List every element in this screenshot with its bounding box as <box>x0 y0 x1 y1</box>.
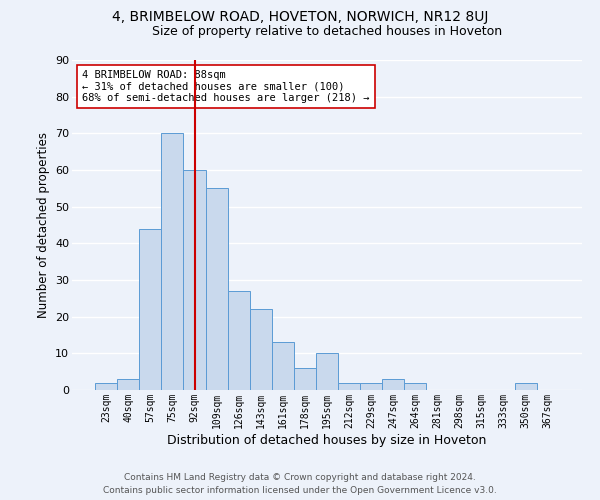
Bar <box>316 354 338 390</box>
X-axis label: Distribution of detached houses by size in Hoveton: Distribution of detached houses by size … <box>167 434 487 446</box>
Bar <box>294 368 316 390</box>
Title: Size of property relative to detached houses in Hoveton: Size of property relative to detached ho… <box>152 25 502 38</box>
Bar <box>515 382 537 390</box>
Text: 4 BRIMBELOW ROAD: 88sqm
← 31% of detached houses are smaller (100)
68% of semi-d: 4 BRIMBELOW ROAD: 88sqm ← 31% of detache… <box>82 70 370 103</box>
Bar <box>117 379 139 390</box>
Bar <box>272 342 294 390</box>
Bar <box>250 310 272 390</box>
Bar <box>95 382 117 390</box>
Bar <box>338 382 360 390</box>
Text: 4, BRIMBELOW ROAD, HOVETON, NORWICH, NR12 8UJ: 4, BRIMBELOW ROAD, HOVETON, NORWICH, NR1… <box>112 10 488 24</box>
Text: Contains HM Land Registry data © Crown copyright and database right 2024.
Contai: Contains HM Land Registry data © Crown c… <box>103 474 497 495</box>
Bar <box>404 382 427 390</box>
Bar <box>161 134 184 390</box>
Bar <box>360 382 382 390</box>
Bar <box>382 379 404 390</box>
Bar <box>184 170 206 390</box>
Bar <box>227 291 250 390</box>
Bar <box>139 228 161 390</box>
Bar <box>206 188 227 390</box>
Y-axis label: Number of detached properties: Number of detached properties <box>37 132 50 318</box>
